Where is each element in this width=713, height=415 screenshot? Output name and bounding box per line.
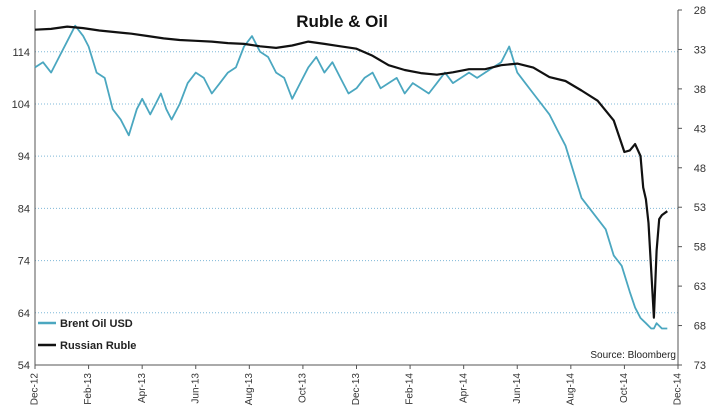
x-axis-ticks: Dec-12 Feb-13 Apr-13 Jun-13 Aug-13 Oct-13 Dec-… <box>30 365 684 405</box>
x-tick-label: Dec-12 <box>30 373 41 406</box>
x-tick-label: Feb-13 <box>83 373 94 405</box>
right-axis-ticks: 28 33 38 43 48 53 58 63 68 73 <box>678 5 706 372</box>
left-tick-label: 64 <box>18 308 30 320</box>
series-line-russian-ruble <box>34 25 668 319</box>
left-axis-ticks: 54 64 74 84 94 104 114 <box>12 47 30 372</box>
right-tick-label: 73 <box>694 360 706 372</box>
left-tick-label: 54 <box>18 360 30 372</box>
legend-label-oil: Brent Oil USD <box>60 318 133 330</box>
left-tick-label: 74 <box>18 256 30 268</box>
x-tick-label: Aug-14 <box>565 373 576 406</box>
x-tick-label: Apr-13 <box>137 373 148 403</box>
right-tick-label: 68 <box>694 321 706 333</box>
legend-label-ruble: Russian Ruble <box>60 340 136 352</box>
right-tick-label: 58 <box>694 242 706 254</box>
x-tick-label: Feb-14 <box>405 373 416 405</box>
source-note: Source: Bloomberg <box>590 350 676 361</box>
chart-title: Ruble & Oil <box>296 12 388 31</box>
left-tick-label: 114 <box>12 47 30 59</box>
x-tick-label: Aug-13 <box>244 373 255 406</box>
right-tick-label: 63 <box>694 281 706 293</box>
x-tick-label: Oct-14 <box>619 373 630 403</box>
gridlines <box>35 51 678 314</box>
legend: Brent Oil USD Russian Ruble <box>38 318 136 352</box>
right-tick-label: 48 <box>694 163 706 175</box>
right-tick-label: 43 <box>694 123 706 135</box>
right-tick-label: 33 <box>694 44 706 56</box>
left-tick-label: 84 <box>18 203 30 215</box>
x-tick-label: Oct-13 <box>298 373 309 403</box>
series-layer <box>34 24 668 330</box>
x-tick-label: Apr-14 <box>458 373 469 403</box>
right-tick-label: 28 <box>694 5 706 17</box>
right-tick-label: 53 <box>694 202 706 214</box>
x-tick-label: Jun-13 <box>190 373 201 404</box>
x-tick-label: Jun-14 <box>512 373 523 404</box>
series-line-brent-oil <box>34 24 668 330</box>
x-tick-label: Dec-13 <box>351 373 362 406</box>
left-tick-label: 104 <box>12 99 30 111</box>
left-tick-label: 94 <box>18 151 30 163</box>
right-tick-label: 38 <box>694 84 706 96</box>
x-tick-label: Dec-14 <box>673 373 684 406</box>
